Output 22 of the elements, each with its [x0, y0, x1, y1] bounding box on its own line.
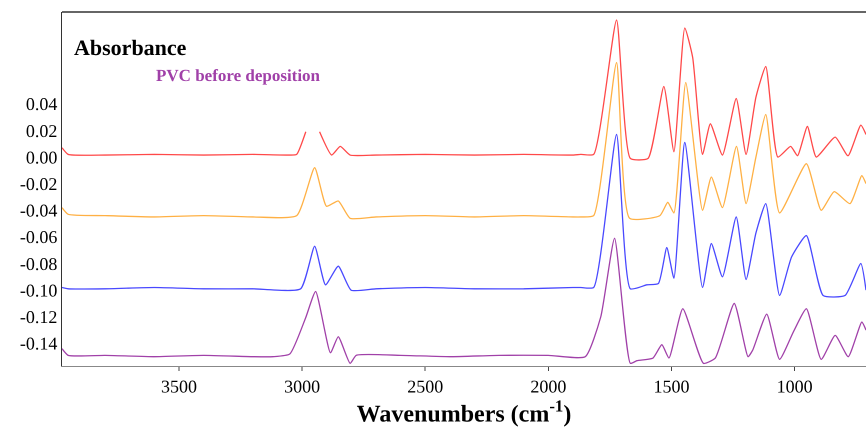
x-tick-label: 3000	[284, 376, 320, 397]
y-tick-label: -0.06	[20, 227, 58, 248]
x-axis-title: Wavenumbers (cm$^{-1}$)	[356, 396, 572, 428]
y-tick-label: -0.10	[20, 280, 58, 300]
text: PVC before deposition	[156, 66, 321, 85]
y-tick-label: -0.02	[20, 174, 58, 194]
y-tick-label: -0.14	[20, 334, 58, 354]
y-tick-label: 0.04	[26, 94, 58, 114]
y-tick-label: -0.12	[20, 307, 58, 328]
x-tick-label: 2000	[530, 376, 566, 397]
y-tick-label: -0.08	[20, 254, 58, 274]
y-tick-label: 0.00	[26, 147, 58, 168]
y-tick-label: 0.02	[26, 120, 58, 141]
x-tick-label: 1000	[776, 376, 813, 397]
line-series	[62, 134, 866, 298]
line-series	[62, 62, 866, 220]
x-tick-label: 3500	[160, 376, 197, 397]
y-tick-label: -0.04	[20, 200, 58, 221]
y-axis-title: Absorbance	[74, 35, 187, 60]
x-tick-label: 1500	[653, 376, 690, 397]
line-series	[62, 238, 866, 364]
x-tick-label: 2500	[407, 376, 444, 397]
